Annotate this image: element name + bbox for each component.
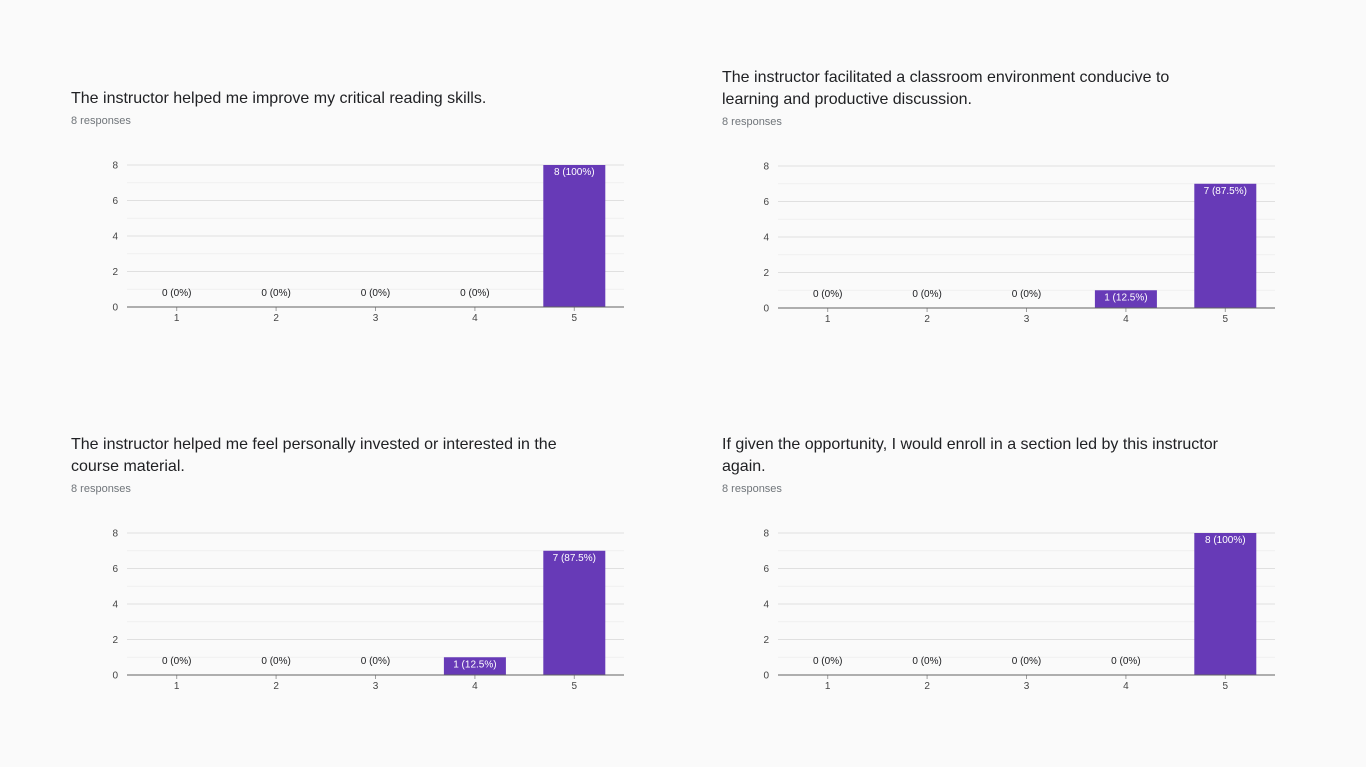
data-label: 0 (0%) (361, 288, 390, 299)
x-tick-label: 4 (1123, 681, 1129, 692)
y-tick-label: 2 (112, 267, 118, 278)
bar (443, 657, 506, 675)
data-label: 0 (0%) (813, 656, 842, 667)
y-tick-label: 4 (763, 600, 769, 611)
data-label: 8 (100%) (1205, 535, 1246, 546)
x-tick-label: 4 (472, 681, 478, 692)
x-tick-label: 2 (273, 313, 279, 324)
y-tick-label: 2 (763, 635, 769, 646)
data-label: 8 (100%) (554, 167, 595, 178)
y-tick-label: 6 (112, 564, 118, 575)
response-count: 8 responses (722, 483, 782, 495)
y-tick-label: 8 (112, 161, 118, 172)
data-label: 1 (12.5%) (1104, 292, 1147, 303)
x-tick-label: 3 (373, 313, 379, 324)
x-tick-label: 2 (924, 681, 930, 692)
data-label: 0 (0%) (1012, 289, 1041, 300)
data-label: 1 (12.5%) (453, 659, 496, 670)
x-tick-label: 5 (1223, 681, 1229, 692)
y-tick-label: 0 (112, 671, 118, 682)
data-label: 0 (0%) (361, 656, 390, 667)
bar (543, 550, 606, 675)
x-tick-label: 4 (472, 313, 478, 324)
data-label: 7 (87.5%) (1204, 186, 1247, 197)
data-label: 0 (0%) (813, 289, 842, 300)
x-tick-label: 4 (1123, 314, 1129, 325)
x-tick-label: 2 (924, 314, 930, 325)
response-count: 8 responses (71, 115, 131, 127)
data-label: 0 (0%) (1012, 656, 1041, 667)
y-tick-label: 4 (112, 232, 118, 243)
data-label: 0 (0%) (261, 656, 290, 667)
bar (543, 165, 606, 307)
y-tick-label: 0 (763, 671, 769, 682)
y-tick-label: 8 (112, 529, 118, 540)
data-label: 0 (0%) (1111, 656, 1140, 667)
x-tick-label: 2 (273, 681, 279, 692)
data-label: 0 (0%) (912, 656, 941, 667)
y-tick-label: 8 (763, 529, 769, 540)
response-count: 8 responses (71, 483, 131, 495)
x-tick-label: 1 (825, 314, 831, 325)
data-label: 0 (0%) (261, 288, 290, 299)
x-tick-label: 3 (1024, 314, 1030, 325)
x-tick-label: 1 (174, 313, 180, 324)
data-label: 0 (0%) (460, 288, 489, 299)
bar (1094, 290, 1157, 308)
chart-panel-1: The instructor helped me improve my crit… (71, 88, 651, 327)
question-title: The instructor helped me feel personally… (71, 436, 557, 475)
y-tick-label: 6 (763, 197, 769, 208)
x-tick-label: 5 (572, 313, 578, 324)
response-count: 8 responses (722, 116, 782, 128)
y-tick-label: 6 (763, 564, 769, 575)
y-tick-label: 2 (112, 635, 118, 646)
x-tick-label: 1 (174, 681, 180, 692)
chart-panel-3: The instructor helped me feel personally… (71, 434, 651, 695)
y-tick-label: 2 (763, 268, 769, 279)
y-tick-label: 4 (112, 600, 118, 611)
x-tick-label: 3 (373, 681, 379, 692)
bar (1194, 183, 1257, 308)
data-label: 0 (0%) (912, 289, 941, 300)
question-title: The instructor helped me improve my crit… (71, 90, 487, 107)
chart-panel-2: The instructor facilitated a classroom e… (722, 67, 1302, 328)
x-tick-label: 5 (572, 681, 578, 692)
data-label: 0 (0%) (162, 288, 191, 299)
bar (1194, 533, 1257, 675)
y-tick-label: 8 (763, 162, 769, 173)
x-tick-label: 1 (825, 681, 831, 692)
y-tick-label: 0 (112, 303, 118, 314)
data-label: 7 (87.5%) (553, 553, 596, 564)
y-tick-label: 0 (763, 304, 769, 315)
chart-panel-4: If given the opportunity, I would enroll… (722, 434, 1302, 695)
question-title: If given the opportunity, I would enroll… (722, 436, 1218, 475)
x-tick-label: 3 (1024, 681, 1030, 692)
data-label: 0 (0%) (162, 656, 191, 667)
question-title: The instructor facilitated a classroom e… (722, 69, 1170, 108)
x-tick-label: 5 (1223, 314, 1229, 325)
y-tick-label: 6 (112, 196, 118, 207)
y-tick-label: 4 (763, 233, 769, 244)
